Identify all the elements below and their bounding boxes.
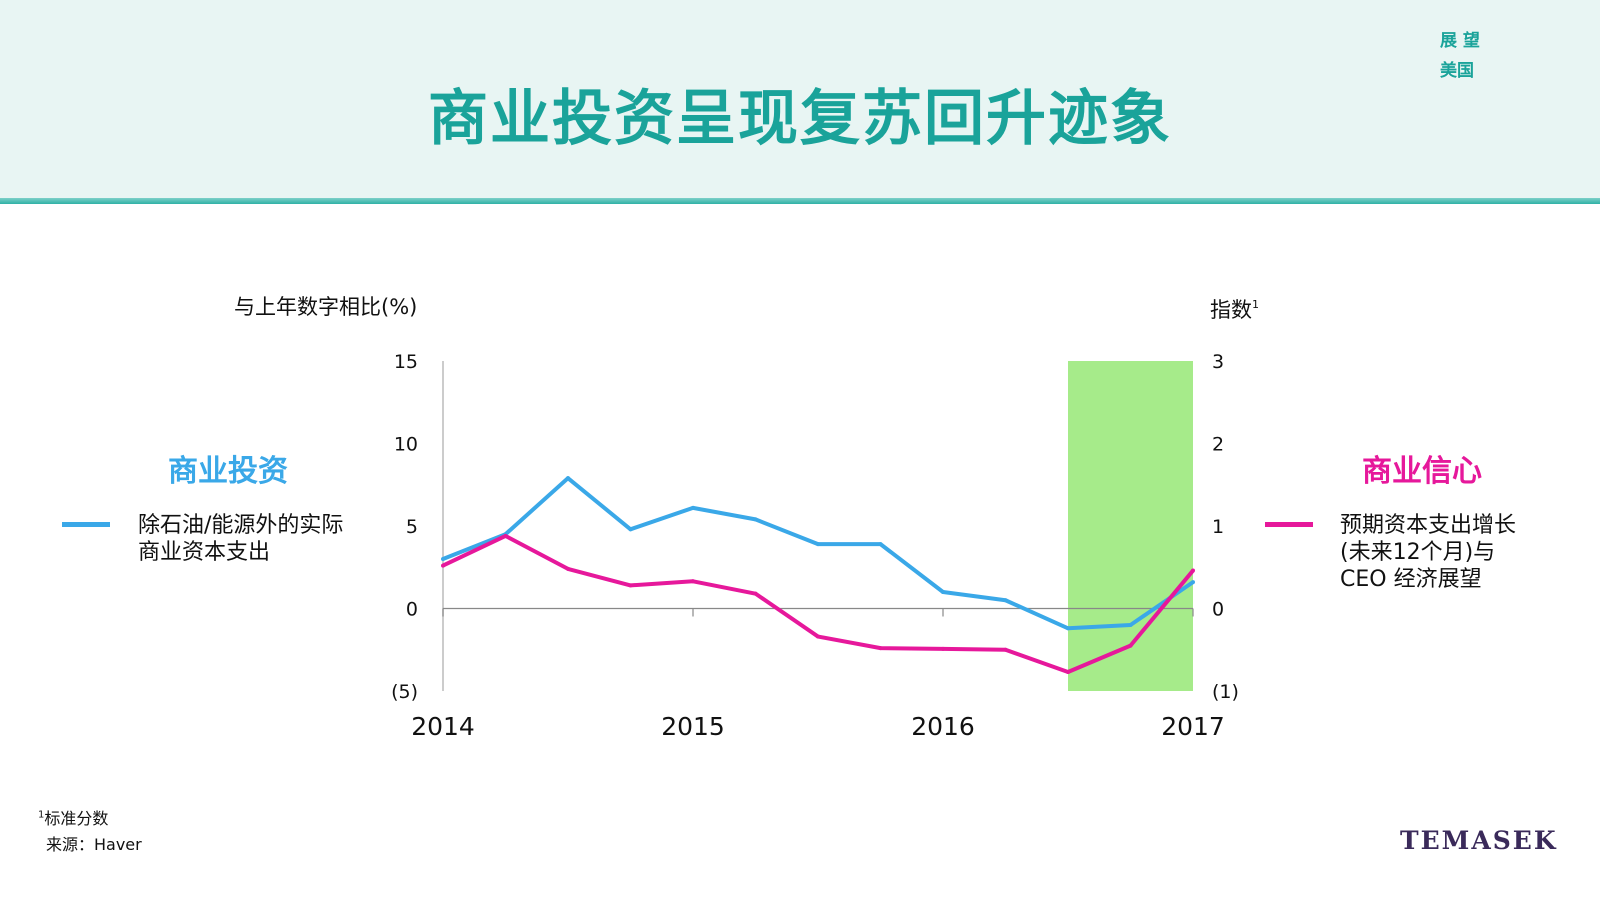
series-points xyxy=(441,476,1195,675)
x-tick-label-2014: 2014 xyxy=(411,712,475,741)
point-confidence-3 xyxy=(628,583,633,588)
corner-label: 展 望 美国 xyxy=(1440,26,1480,86)
right-axis-title: 指数1 xyxy=(1210,298,1259,322)
point-confidence-8 xyxy=(941,646,945,651)
point-confidence-6 xyxy=(816,634,820,639)
legend-title-confidence: 商业信心 xyxy=(1362,454,1482,489)
point-investment-10 xyxy=(1066,626,1070,631)
point-confidence-0 xyxy=(441,563,445,568)
brand-logo-text: TEMASEK xyxy=(1400,826,1558,855)
footnote-standard-score: 1标准分数 xyxy=(38,805,108,829)
point-confidence-12 xyxy=(1191,568,1195,573)
legend-title-investment: 商业投资 xyxy=(168,454,288,489)
point-confidence-1 xyxy=(503,533,508,538)
footnote-source: 来源：Haver xyxy=(46,835,142,854)
point-investment-8 xyxy=(941,590,945,594)
header-divider xyxy=(0,198,1600,204)
point-investment-11 xyxy=(1128,623,1133,627)
right-axis-title-text: 指数 xyxy=(1210,298,1252,322)
x-tick-marks xyxy=(442,608,1194,617)
x-tick-label-2016: 2016 xyxy=(911,712,975,741)
legend-text-confidence-line3: CEO 经济展望 xyxy=(1340,567,1482,592)
point-investment-5 xyxy=(753,517,758,522)
x-tick-label-2017: 2017 xyxy=(1161,712,1225,741)
right-tick-label: 1 xyxy=(1212,516,1224,538)
legend-text-confidence: 预期资本支出增长 (未来12个月)与 CEO 经济展望 xyxy=(1340,512,1516,593)
left-tick-label: 0 xyxy=(406,599,418,621)
highlight-band xyxy=(1068,361,1193,691)
point-investment-3 xyxy=(628,527,633,532)
legend-text-investment-line2: 商业资本支出 xyxy=(138,540,271,565)
footnote-marker: 1 xyxy=(38,809,45,821)
left-tick-label: 10 xyxy=(394,434,418,456)
page-title: 商业投资呈现复苏回升迹象 xyxy=(428,84,1172,154)
x-axis-tick-labels: 2014 2015 2016 2017 xyxy=(411,712,1225,741)
corner-label-line1: 展 望 xyxy=(1440,31,1480,51)
corner-label-line2: 美国 xyxy=(1440,61,1474,81)
left-tick-label: 5 xyxy=(406,516,418,538)
left-axis-title: 与上年数字相比(%) xyxy=(234,295,417,319)
left-axis-tick-labels: 15 10 5 0 (5) xyxy=(391,351,418,703)
point-investment-4 xyxy=(691,505,695,510)
point-confidence-9 xyxy=(1003,647,1008,652)
point-confidence-2 xyxy=(566,566,570,571)
legend-text-investment-line1: 除石油/能源外的实际 xyxy=(138,513,344,538)
point-confidence-10 xyxy=(1066,670,1070,675)
point-investment-12 xyxy=(1191,580,1195,585)
right-tick-label: 3 xyxy=(1212,351,1224,373)
right-tick-label: 0 xyxy=(1212,599,1224,621)
legend-text-confidence-line2: (未来12个月)与 xyxy=(1340,540,1496,565)
right-axis-tick-labels: 3 2 1 0 (1) xyxy=(1212,351,1239,703)
point-confidence-7 xyxy=(878,646,883,651)
right-tick-label: 2 xyxy=(1212,434,1224,456)
legend-text-confidence-line1: 预期资本支出增长 xyxy=(1340,513,1517,538)
footnote-text: 标准分数 xyxy=(44,809,109,828)
point-investment-0 xyxy=(441,557,445,561)
left-tick-label: (5) xyxy=(391,681,418,703)
point-investment-2 xyxy=(566,476,570,481)
point-investment-7 xyxy=(878,542,883,547)
legend-text-investment: 除石油/能源外的实际 商业资本支出 xyxy=(138,512,343,566)
legend-swatch-confidence xyxy=(1265,522,1313,527)
point-confidence-11 xyxy=(1128,643,1133,648)
legend-swatch-investment xyxy=(62,522,110,527)
point-confidence-5 xyxy=(753,591,758,596)
point-investment-9 xyxy=(1003,598,1008,603)
point-confidence-4 xyxy=(691,579,695,584)
right-axis-title-superscript: 1 xyxy=(1252,298,1259,311)
point-investment-6 xyxy=(816,542,820,547)
header-band xyxy=(0,0,1600,198)
left-tick-label: 15 xyxy=(394,351,418,373)
x-tick-label-2015: 2015 xyxy=(661,712,725,741)
right-tick-label: (1) xyxy=(1212,681,1239,703)
